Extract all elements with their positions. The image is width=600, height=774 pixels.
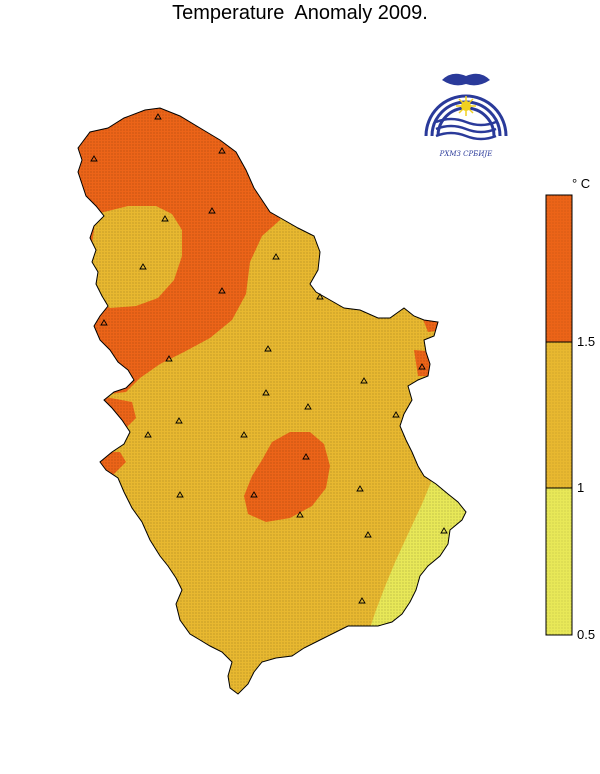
triangle-icon [316,293,324,300]
legend-frame [545,194,573,636]
legend-tick: 1.5 [577,334,596,349]
triangle-icon [302,453,310,460]
svg-text:РХМЗ СРБИЈЕ: РХМЗ СРБИЈЕ [439,150,493,158]
map-title: Temperature Anomaly 2009. [172,2,428,24]
triangle-icon [165,355,173,362]
triangle-icon [392,411,400,418]
triangle-icon [208,207,216,214]
legend-colorbar [545,194,573,636]
triangle-icon [358,597,366,604]
triangle-icon [161,215,169,222]
triangle-icon [296,511,304,518]
legend-unit: ° C [572,176,591,191]
legend-tick: 1 [577,480,585,495]
triangle-icon [176,491,184,498]
triangle-icon [90,155,98,162]
weather-stations [90,113,448,604]
triangle-icon [440,527,448,534]
triangle-icon [304,403,312,410]
triangle-icon [154,113,162,120]
triangle-icon [418,363,426,370]
triangle-icon [250,491,258,498]
triangle-icon [175,417,183,424]
triangle-icon [218,287,226,294]
legend-tick: 0.5 [577,627,596,642]
triangle-icon [356,485,364,492]
triangle-icon [272,253,280,260]
triangle-icon [218,147,226,154]
triangle-icon [139,263,147,270]
triangle-icon [144,431,152,438]
triangle-icon [240,431,248,438]
legend-stipple [546,195,572,635]
triangle-icon [262,389,270,396]
triangle-icon [360,377,368,384]
rhmz-srbije-logo: РХМЗ СРБИЈЕ [412,66,520,172]
triangle-icon [364,531,372,538]
triangle-icon [264,345,272,352]
triangle-icon [100,319,108,326]
